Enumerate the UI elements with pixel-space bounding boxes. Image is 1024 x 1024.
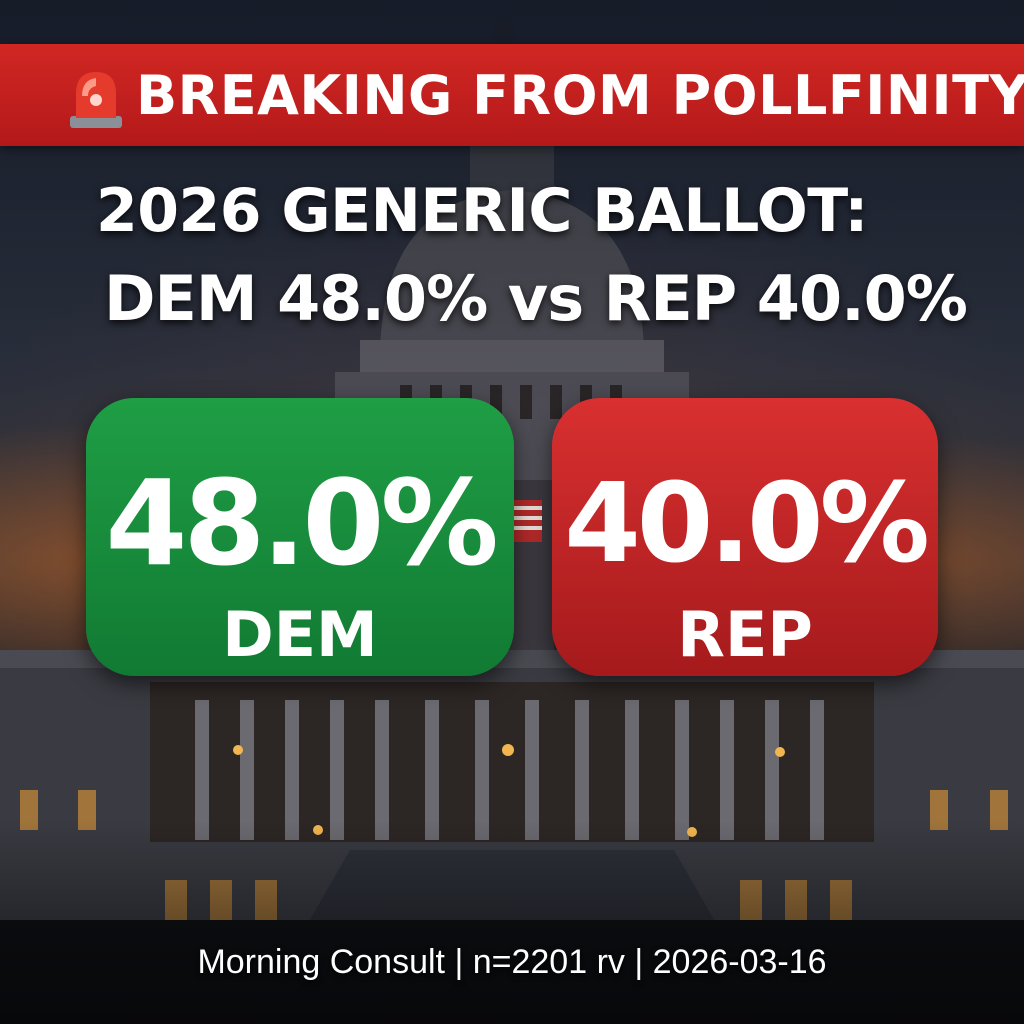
dem-label: DEM [222, 598, 378, 671]
breaking-banner: BREAKING FROM POLLFINITY [0, 44, 1024, 146]
rep-label: REP [677, 598, 813, 671]
rep-percentage: 40.0% [564, 459, 930, 587]
banner-title: BREAKING FROM POLLFINITY [136, 64, 1024, 127]
dem-result-card: 48.0% DEM [86, 398, 514, 676]
siren-icon [70, 72, 122, 128]
headline-line-1: 2026 GENERIC BALLOT: [96, 176, 868, 246]
rep-result-card: 40.0% REP [552, 398, 938, 676]
headline-line-2: DEM 48.0% vs REP 40.0% [104, 262, 968, 335]
dem-percentage: 48.0% [105, 454, 498, 592]
poll-source-line: Morning Consult | n=2201 rv | 2026-03-16 [197, 943, 827, 981]
